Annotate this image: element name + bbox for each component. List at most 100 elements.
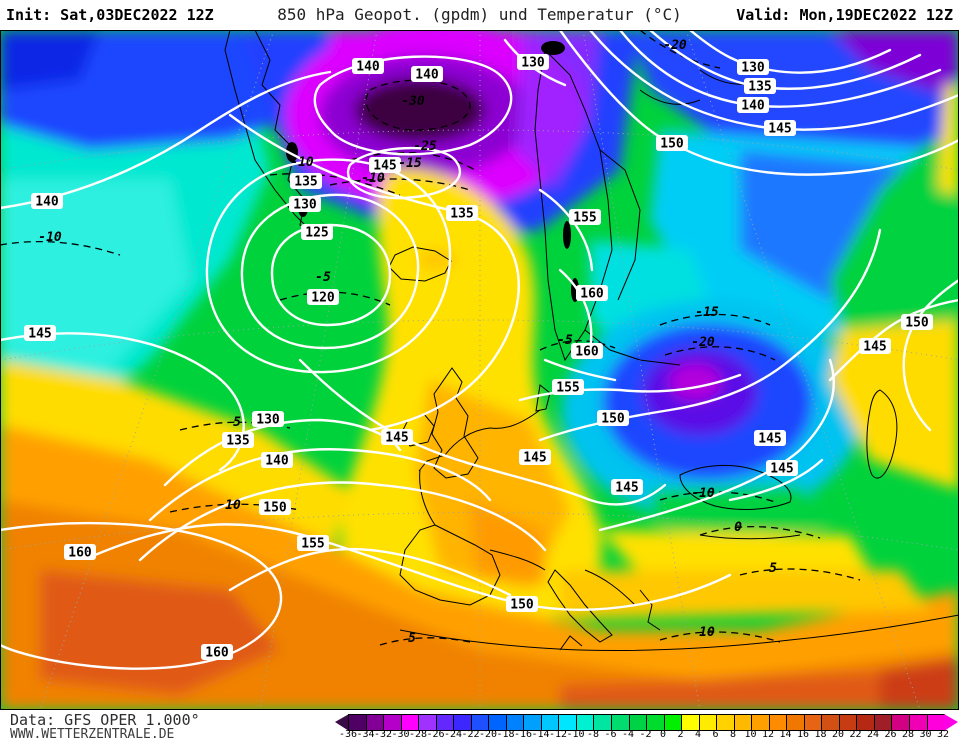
svg-text:145: 145: [863, 340, 886, 355]
legend-tick-label: -14: [531, 729, 550, 740]
legend-tick-label: 14: [779, 729, 792, 740]
temperature-labels: -30-25-15-10-10-10-5510-15-20-5-20-10051…: [38, 38, 777, 646]
legend-swatch: [682, 715, 700, 730]
temperature-label: -25: [413, 139, 437, 154]
geopotential-label: 145: [611, 479, 643, 496]
legend-swatch: [752, 715, 770, 730]
legend-swatch: [629, 715, 648, 730]
legend-tick-label: 12: [761, 729, 775, 740]
legend-tick-label: 10: [744, 729, 757, 740]
legend-swatch: [857, 715, 875, 730]
legend-swatch: [436, 715, 455, 730]
geopotential-label: 130: [289, 196, 321, 213]
init-time-label: Init: Sat,03DEC2022 12Z: [6, 6, 214, 24]
graticule: [0, 29, 959, 711]
geopotential-label: 150: [656, 135, 688, 152]
legend-tick-label: 26: [884, 729, 897, 740]
svg-text:160: 160: [575, 345, 599, 360]
svg-text:150: 150: [601, 412, 625, 427]
legend-tick-label: -8: [586, 729, 600, 740]
legend-swatch: [804, 715, 823, 730]
svg-text:140: 140: [741, 99, 765, 114]
legend-tick-label: 20: [831, 729, 845, 740]
legend-swatch: [594, 715, 612, 730]
geopotential-label: 160: [64, 544, 96, 561]
legend-swatch: [489, 715, 507, 730]
svg-text:140: 140: [415, 68, 439, 83]
geopotential-label: 160: [571, 343, 603, 360]
geopotential-label: 145: [519, 449, 551, 466]
geopotential-label: 135: [446, 205, 478, 222]
temperature-legend: -36 -34 -32 -30 -28 -26 -24 -22 -20 -18 -16 -14 -12-…: [335, 714, 958, 740]
legend-tick-label: 4: [694, 729, 702, 740]
geopotential-label: 140: [31, 193, 63, 210]
legend-swatch: [366, 715, 385, 730]
geopotential-label: 130: [517, 54, 549, 71]
svg-text:155: 155: [301, 537, 324, 552]
geopotential-label: 150: [901, 314, 933, 331]
temperature-label: 5: [233, 415, 241, 430]
legend-swatch: [769, 715, 788, 730]
legend-tick-label: -36: [338, 729, 358, 740]
geopotential-label: 145: [766, 460, 798, 477]
svg-text:160: 160: [68, 546, 92, 561]
svg-text:135: 135: [748, 80, 771, 95]
legend-tick-label: -26: [426, 729, 445, 740]
svg-text:145: 145: [373, 159, 396, 174]
legend-tick-label: -34: [356, 729, 375, 740]
temperature-label: 5: [408, 631, 416, 646]
svg-text:145: 145: [770, 462, 793, 477]
geopotential-label: 130: [737, 59, 769, 76]
legend-tick-label: -30: [391, 729, 410, 740]
legend-right-arrow: [944, 714, 958, 731]
header-bar: Init: Sat,03DEC2022 12Z 850 hPa Geopot. …: [0, 0, 959, 30]
map-title: 850 hPa Geopot. (gpdm) und Temperatur (°…: [277, 5, 682, 24]
geopotential-label: 120: [307, 289, 339, 306]
temperature-label: -15: [695, 305, 719, 320]
geopotential-label: 140: [352, 58, 384, 75]
temperature-label: -15: [398, 156, 422, 171]
geopotential-label: 140: [411, 66, 443, 83]
temperature-label: -10: [38, 230, 62, 245]
legend-color-bar: [348, 714, 945, 731]
legend-tick-label: -32: [373, 729, 393, 740]
geopotential-label: 145: [381, 429, 413, 446]
geopotential-label: 135: [744, 78, 776, 95]
legend-tick-label: -18: [496, 729, 515, 740]
legend-swatch: [384, 715, 402, 730]
legend-swatch: [664, 715, 683, 730]
legend-swatch: [576, 715, 595, 730]
legend-tick-label: -22: [461, 729, 480, 740]
legend-tick-label: -10: [566, 729, 585, 740]
legend-tick-label: -24: [443, 729, 463, 740]
temperature-label: -5: [315, 270, 331, 285]
legend-swatch: [892, 715, 910, 730]
website-label: WWW.WETTERZENTRALE.DE: [10, 727, 175, 741]
svg-text:145: 145: [385, 431, 408, 446]
legend-swatch: [787, 715, 805, 730]
svg-text:145: 145: [523, 451, 546, 466]
geopotential-label: 155: [552, 379, 584, 396]
svg-text:155: 155: [556, 381, 579, 396]
legend-tick-label: -20: [478, 729, 498, 740]
legend-tick-label: 18: [814, 729, 827, 740]
legend-swatch: [839, 715, 858, 730]
svg-text:160: 160: [205, 646, 229, 661]
temperature-label: 0: [734, 520, 742, 535]
temperature-label: -30: [401, 94, 425, 109]
legend-tick-label: 32: [936, 729, 950, 740]
svg-text:160: 160: [580, 287, 604, 302]
temperature-shading: [0, 20, 959, 710]
geopotential-label: 145: [764, 120, 796, 137]
geopotential-label: 135: [222, 432, 254, 449]
geopotential-label: 155: [297, 535, 329, 552]
footer-bar: Data: GFS OPER 1.000° WWW.WETTERZENTRALE…: [0, 710, 959, 741]
geopotential-label: 145: [859, 338, 891, 355]
geopotential-label: 150: [506, 596, 538, 613]
legend-tick-labels: -36 -34 -32 -30 -28 -26 -24 -22 -20 -18 -16 -14 -12-…: [339, 729, 949, 740]
temperature-label: -10: [361, 171, 385, 186]
svg-text:135: 135: [294, 175, 317, 190]
legend-tick-label: -12: [548, 729, 568, 740]
legend-tick-label: 28: [901, 729, 915, 740]
legend-swatch: [611, 715, 630, 730]
